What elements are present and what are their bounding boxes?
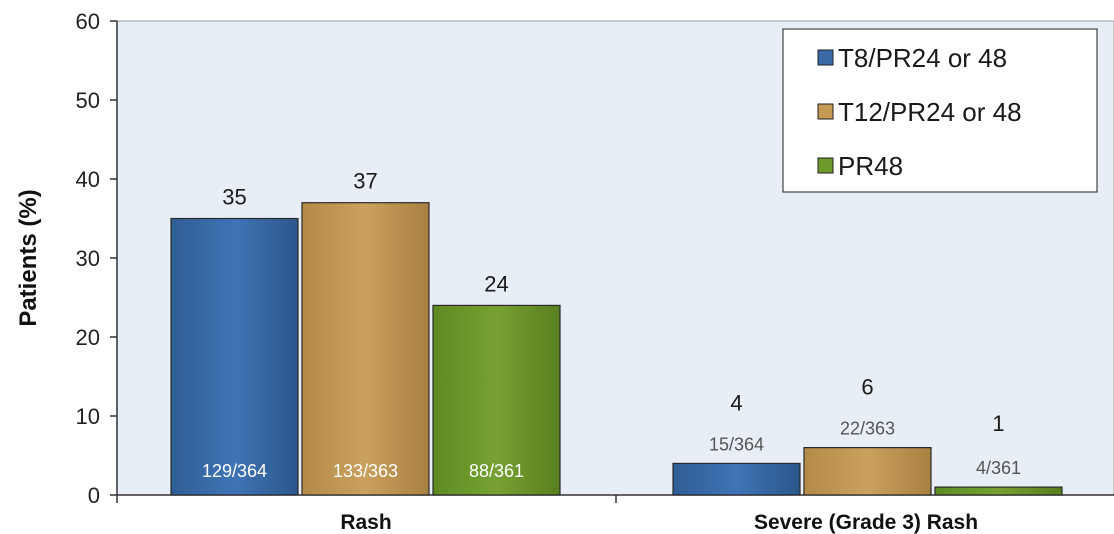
y-axis-title: Patients (%) (15, 189, 42, 326)
bar-rash-pr48 (432, 304, 561, 496)
fraction-label-rash-t8: 129/364 (202, 461, 267, 481)
value-label-rash-t12: 37 (353, 169, 377, 194)
bar-rash-t8 (170, 217, 299, 496)
y-tick-label: 30 (76, 246, 100, 271)
category-label-rash: Rash (340, 511, 391, 534)
bar-severe-rash-t8 (672, 462, 801, 496)
y-tick-label: 0 (88, 483, 100, 508)
value-label-rash-t8: 35 (222, 185, 246, 210)
legend-swatch-pr48 (817, 157, 834, 174)
legend-swatch-t12 (817, 103, 834, 120)
bars (170, 202, 1063, 496)
value-label-rash-pr48: 24 (484, 271, 508, 296)
value-label-severe-rash-t12: 6 (861, 375, 873, 400)
value-label-severe-rash-t8: 4 (730, 390, 742, 415)
fraction-label-severe-rash-t12: 22/363 (840, 419, 895, 439)
fraction-label-rash-t12: 133/363 (333, 461, 398, 481)
y-tick-label: 20 (76, 325, 100, 350)
legend-label-t12: T12/PR24 or 48 (838, 97, 1022, 127)
bar-severe-rash-t12 (803, 447, 932, 496)
y-tick-label: 10 (76, 404, 100, 429)
legend-label-t8: T8/PR24 or 48 (838, 43, 1007, 73)
y-tick-label: 50 (76, 88, 100, 113)
y-tick-label: 40 (76, 167, 100, 192)
category-label-severe-rash: Severe (Grade 3) Rash (754, 511, 978, 534)
y-tick-label: 60 (76, 9, 100, 34)
legend-label-pr48: PR48 (838, 151, 903, 181)
y-axis-ticks: 0 10 20 30 40 50 60 (76, 9, 117, 508)
fraction-label-rash-pr48: 88/361 (469, 461, 524, 481)
bar-labels: 35 129/364 37 133/363 24 88/361 4 15/364 6 22/363… (202, 169, 1021, 481)
legend: T8/PR24 or 48 T12/PR24 or 48 PR48 (782, 28, 1098, 193)
fraction-label-severe-rash-pr48: 4/361 (976, 458, 1021, 478)
fraction-label-severe-rash-t8: 15/364 (709, 434, 764, 454)
bar-rash-t12 (301, 202, 430, 496)
legend-box (782, 28, 1098, 193)
legend-swatch-t8 (817, 49, 834, 66)
value-label-severe-rash-pr48: 1 (992, 411, 1004, 436)
bar-severe-rash-pr48 (934, 486, 1063, 496)
